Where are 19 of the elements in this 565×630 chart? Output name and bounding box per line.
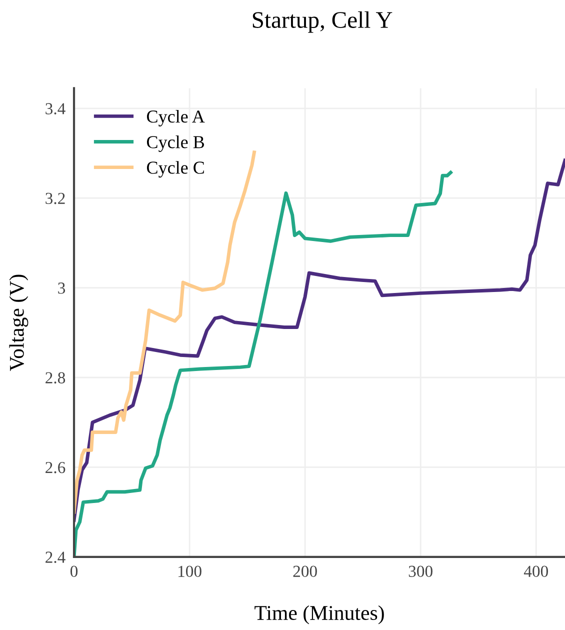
legend-label: Cycle B [146,136,204,152]
chart-title: Startup, Cell Y [252,11,392,33]
x-axis-title: Time (Minutes) [254,605,384,624]
x-tick-label: 300 [408,566,432,577]
x-tick-label: 400 [524,566,548,577]
legend-label: Cycle A [146,110,205,126]
line-series [74,150,256,514]
x-tick-label: 200 [293,566,317,577]
y-tick-label: 2.4 [46,552,66,563]
y-tick-label: 3 [58,282,66,294]
x-tick-label: 0 [70,566,78,577]
y-tick-label: 3.2 [46,192,65,204]
line-series [74,158,565,522]
y-tick-label: 3.4 [46,103,66,114]
y-axis-title: Voltage (V) [9,274,28,372]
y-tick-label: 2.8 [46,372,66,384]
y-tick-label: 2.6 [46,462,66,474]
legend-label: Cycle C [146,161,204,178]
x-tick-label: 100 [178,566,202,577]
